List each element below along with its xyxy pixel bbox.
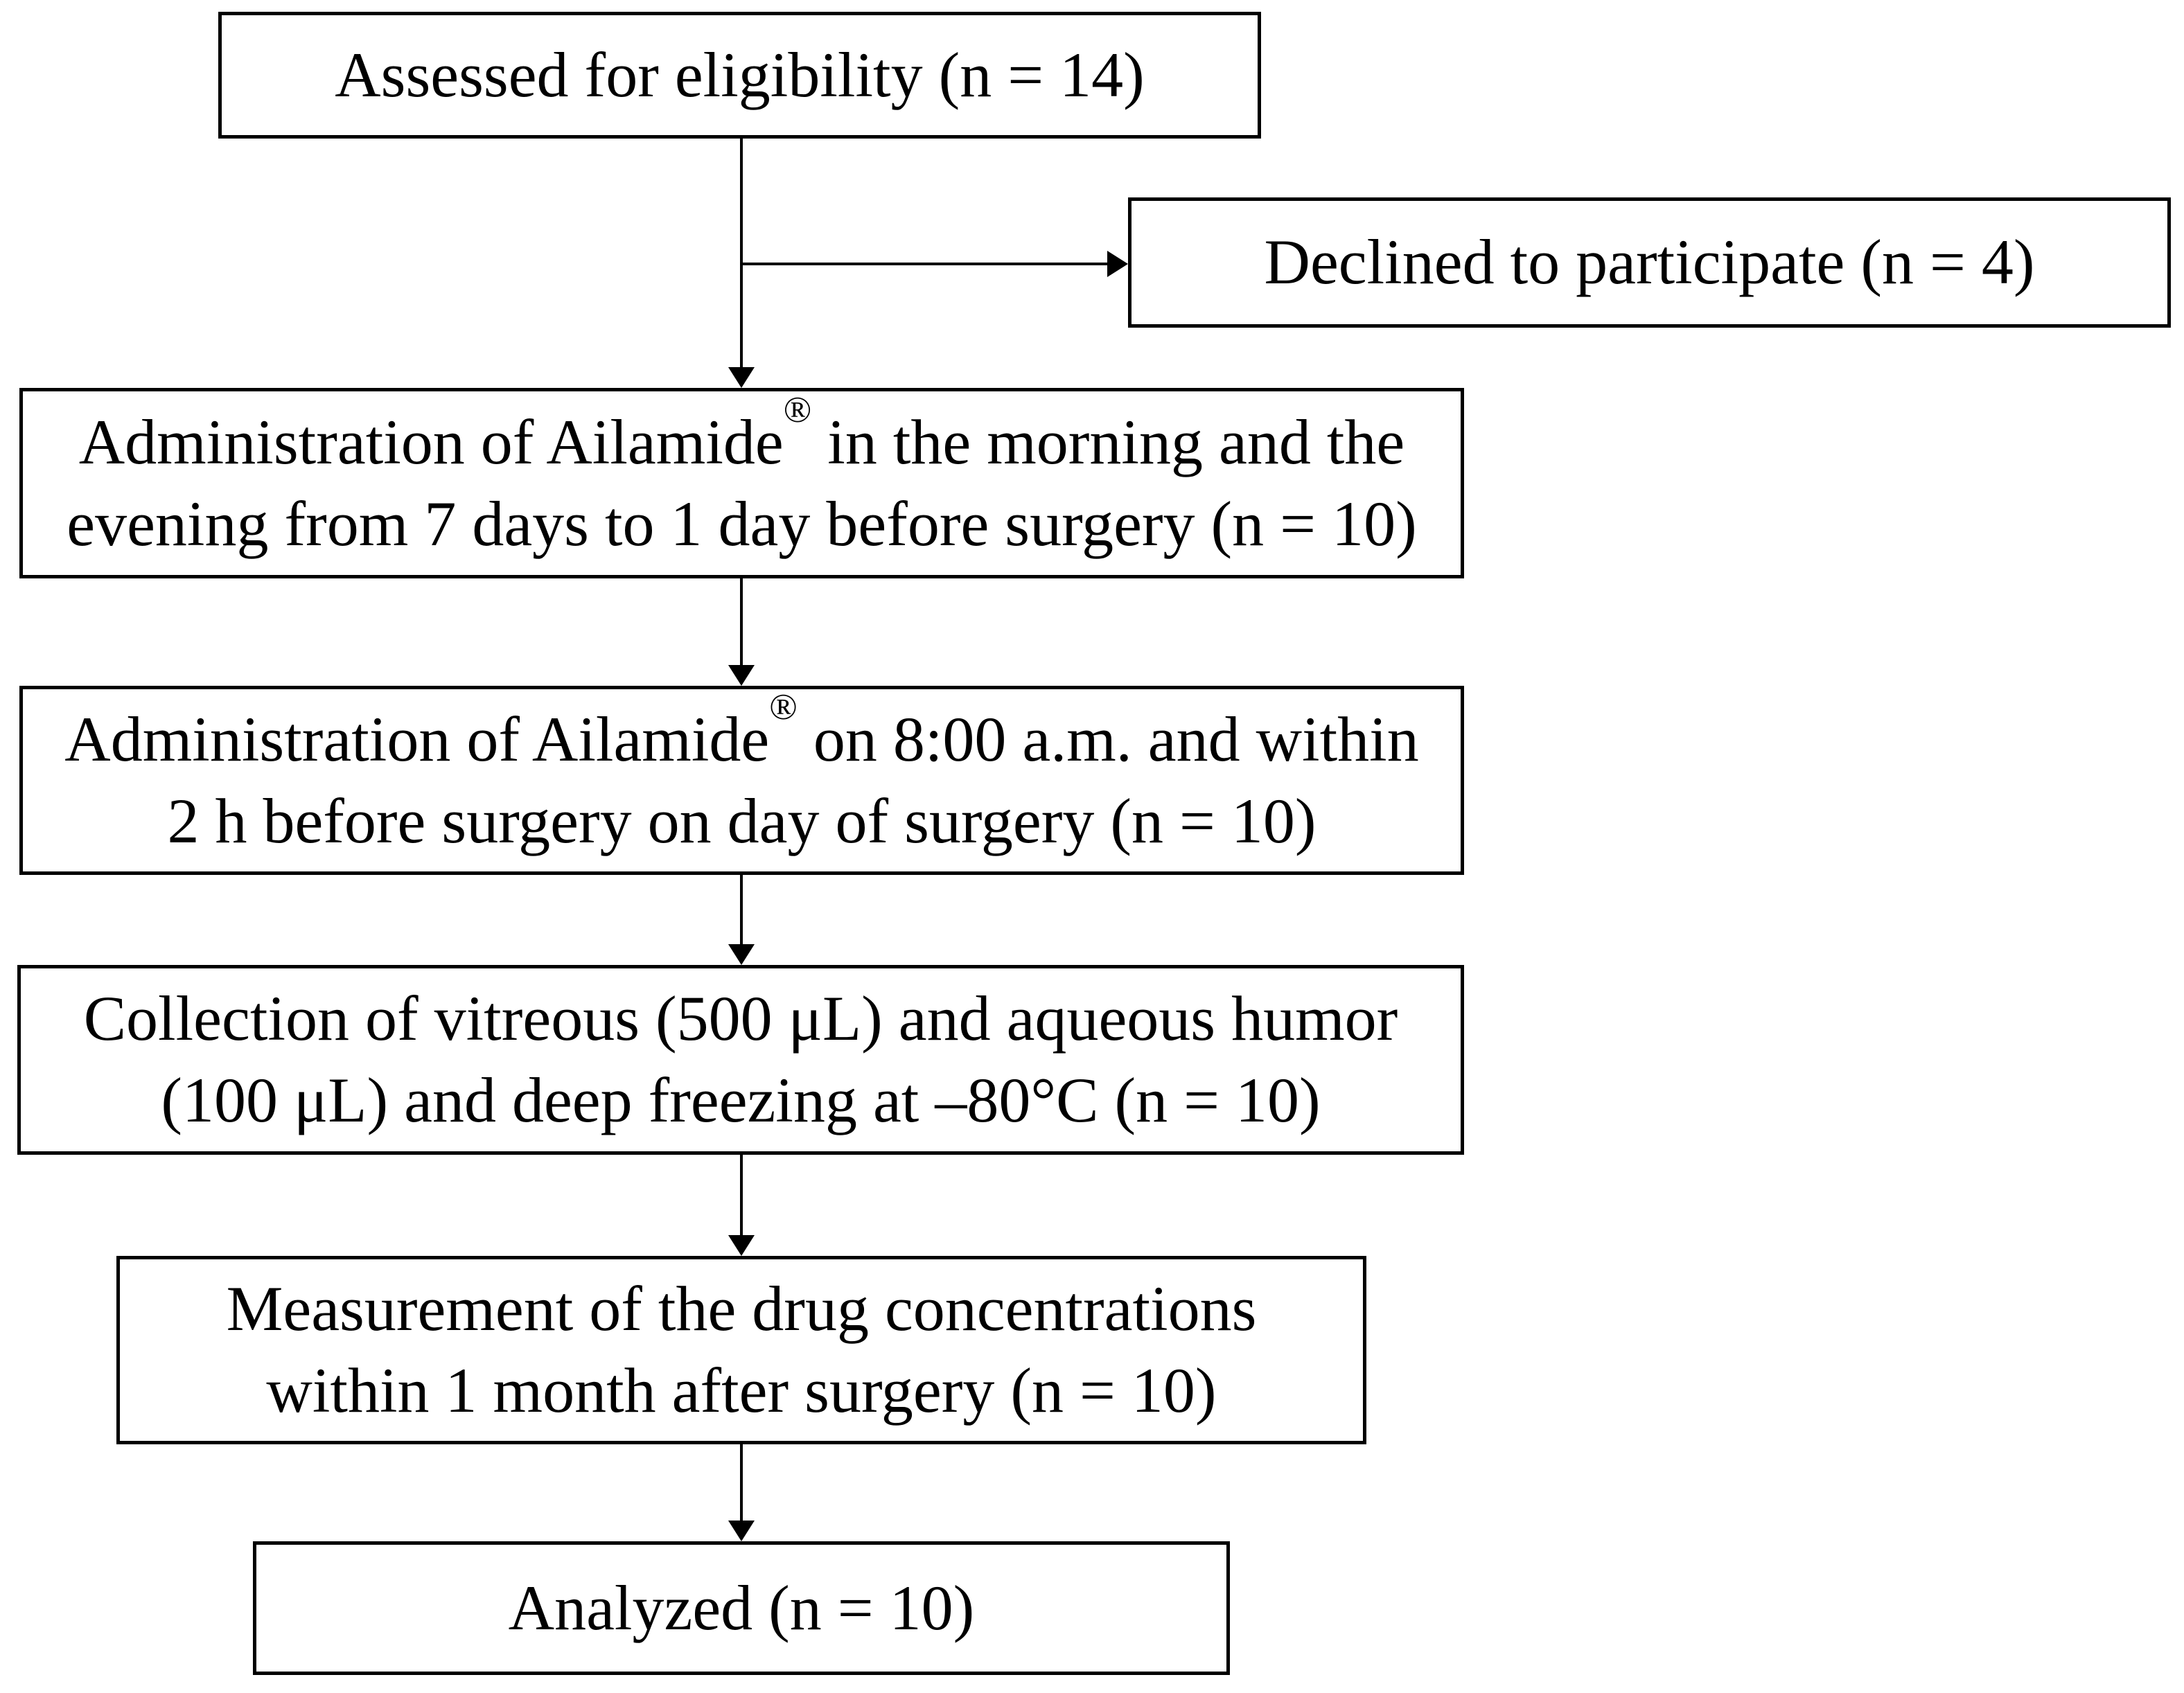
- flow-box-analyzed: Analyzed (n = 10): [253, 1541, 1230, 1675]
- admin-day-line2: 2 h before surgery on day of surgery (n …: [167, 785, 1316, 856]
- arrowhead-down-analyzed-icon: [728, 1521, 755, 1541]
- connector-admin-week-to-admin-day: [740, 578, 743, 665]
- admin-week-line1-post: in the morning and the: [811, 406, 1405, 477]
- flow-box-declined-text: Declined to participate (n = 4): [1264, 227, 2035, 298]
- admin-week-line2: evening from 7 days to 1 day before surg…: [67, 488, 1417, 559]
- registered-trademark-symbol: ®: [783, 389, 812, 431]
- admin-week-line1-pre: Administration of Ailamide: [78, 406, 784, 477]
- flow-box-assessed: Assessed for eligibility (n = 14): [218, 12, 1261, 139]
- flow-box-admin-day-text: Administration of Ailamide® on 8:00 a.m.…: [64, 689, 1419, 862]
- flow-box-analyzed-text: Analyzed (n = 10): [508, 1572, 975, 1643]
- connector-collection-to-measurement: [740, 1155, 743, 1235]
- flow-box-admin-day: Administration of Ailamide® on 8:00 a.m.…: [19, 686, 1464, 875]
- measurement-line1: Measurement of the drug concentrations: [226, 1273, 1257, 1345]
- collection-line1: Collection of vitreous (500 μL) and aque…: [83, 983, 1398, 1054]
- flow-box-declined: Declined to participate (n = 4): [1128, 197, 2171, 328]
- flow-box-admin-week: Administration of Ailamide® in the morni…: [19, 388, 1464, 578]
- flow-box-collection-text: Collection of vitreous (500 μL) and aque…: [84, 978, 1398, 1142]
- connector-admin-day-to-collection: [740, 875, 743, 944]
- arrowhead-right-declined-icon: [1107, 251, 1128, 277]
- flow-box-assessed-text: Assessed for eligibility (n = 14): [335, 39, 1145, 110]
- flow-box-admin-week-text: Administration of Ailamide® in the morni…: [67, 391, 1417, 565]
- admin-day-line1-post: on 8:00 a.m. and within: [797, 703, 1419, 774]
- connector-assessed-to-admin-week: [740, 139, 743, 367]
- arrowhead-down-measurement-icon: [728, 1235, 755, 1256]
- arrowhead-down-collection-icon: [728, 944, 755, 965]
- arrowhead-down-admin-day-icon: [728, 665, 755, 686]
- admin-day-line1-pre: Administration of Ailamide: [64, 703, 770, 774]
- flow-box-measurement: Measurement of the drug concentrations w…: [116, 1256, 1366, 1444]
- flow-box-measurement-text: Measurement of the drug concentrations w…: [227, 1268, 1257, 1432]
- connector-branch-to-declined: [741, 263, 1107, 265]
- measurement-line2: within 1 month after surgery (n = 10): [266, 1355, 1217, 1426]
- registered-trademark-symbol: ®: [769, 686, 798, 728]
- flow-box-collection: Collection of vitreous (500 μL) and aque…: [17, 965, 1464, 1155]
- collection-line2: (100 μL) and deep freezing at –80°C (n =…: [161, 1065, 1321, 1135]
- arrowhead-down-admin-week-icon: [728, 367, 755, 388]
- connector-measurement-to-analyzed: [740, 1444, 743, 1521]
